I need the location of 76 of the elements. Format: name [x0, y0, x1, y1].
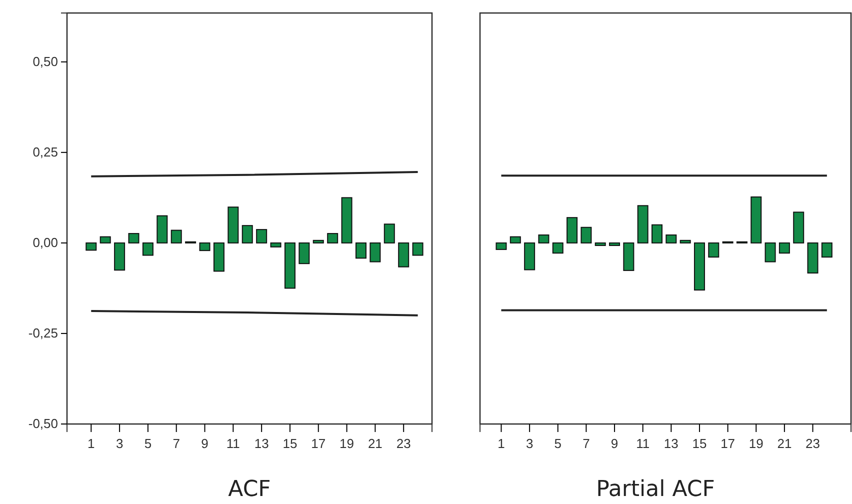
- bar: [609, 242, 620, 246]
- x-tick-label: 17: [311, 436, 326, 451]
- x-tick-label: 19: [748, 436, 764, 451]
- bar: [750, 196, 762, 244]
- bar: [524, 242, 536, 270]
- bar: [341, 197, 352, 244]
- bar: [312, 240, 324, 244]
- bar: [637, 205, 648, 244]
- bar: [398, 242, 410, 268]
- bar: [764, 242, 776, 262]
- bar: [213, 242, 224, 272]
- bar: [821, 242, 832, 258]
- bar: [114, 242, 126, 271]
- bar: [384, 224, 395, 244]
- x-tick-label: 21: [777, 436, 792, 451]
- bar: [694, 242, 705, 291]
- x-tick-label: 19: [340, 436, 354, 451]
- bar: [228, 206, 239, 244]
- x-tick-label: 15: [692, 436, 707, 451]
- x-tick-label: 15: [282, 436, 298, 451]
- bar: [778, 242, 790, 254]
- bar: [284, 242, 296, 289]
- x-tick-label: 1: [88, 436, 95, 451]
- x-tick-label: 5: [144, 436, 152, 451]
- bar: [652, 224, 663, 244]
- x-tick-label: 5: [554, 436, 562, 451]
- bar: [270, 242, 282, 248]
- bar: [142, 242, 154, 256]
- bar: [538, 234, 550, 244]
- bar: [412, 242, 424, 256]
- bar: [552, 242, 564, 254]
- x-axis-title: ACF: [228, 477, 271, 502]
- bar: [496, 242, 507, 250]
- bar: [370, 242, 381, 262]
- x-tick-label: 17: [720, 436, 736, 451]
- bar: [199, 242, 210, 252]
- x-tick-label: 7: [582, 436, 590, 451]
- bar: [156, 215, 168, 244]
- bar: [256, 229, 268, 244]
- bar: [793, 212, 804, 244]
- y-tick-label: 0,25: [32, 144, 58, 160]
- bar: [510, 236, 521, 244]
- bar: [100, 236, 111, 244]
- x-tick-label: 1: [498, 436, 505, 451]
- x-tick-label: 7: [172, 436, 180, 451]
- bar: [128, 233, 140, 244]
- y-tick-label: 0,00: [32, 235, 58, 250]
- bar: [242, 225, 253, 244]
- x-tick-label: 3: [116, 436, 124, 451]
- bar: [355, 242, 366, 259]
- x-tick-label: 23: [806, 436, 820, 451]
- y-tick-label: 0,50: [32, 54, 58, 70]
- bar: [594, 242, 606, 246]
- bar: [680, 240, 691, 244]
- bar: [86, 242, 97, 251]
- x-tick-label: 13: [254, 436, 269, 451]
- y-tick-label: -0,25: [28, 326, 58, 341]
- x-tick-label: 21: [368, 436, 382, 451]
- x-tick-label: 23: [396, 436, 411, 451]
- bar: [580, 226, 592, 244]
- x-tick-label: 11: [226, 436, 240, 451]
- x-tick-label: 3: [526, 436, 534, 451]
- x-tick-label: 9: [201, 436, 208, 451]
- bar: [566, 217, 578, 244]
- x-tick-label: 11: [636, 436, 650, 451]
- bar: [666, 234, 677, 244]
- bar: [623, 242, 634, 271]
- bar: [170, 230, 182, 244]
- x-tick-label: 13: [664, 436, 678, 451]
- x-tick-label: 9: [610, 436, 618, 451]
- bar: [298, 242, 310, 264]
- y-tick-label: -0,50: [28, 416, 58, 432]
- bar: [708, 242, 720, 258]
- bar: [807, 242, 818, 274]
- x-axis-title: Partial ACF: [596, 477, 715, 502]
- bar: [327, 233, 338, 244]
